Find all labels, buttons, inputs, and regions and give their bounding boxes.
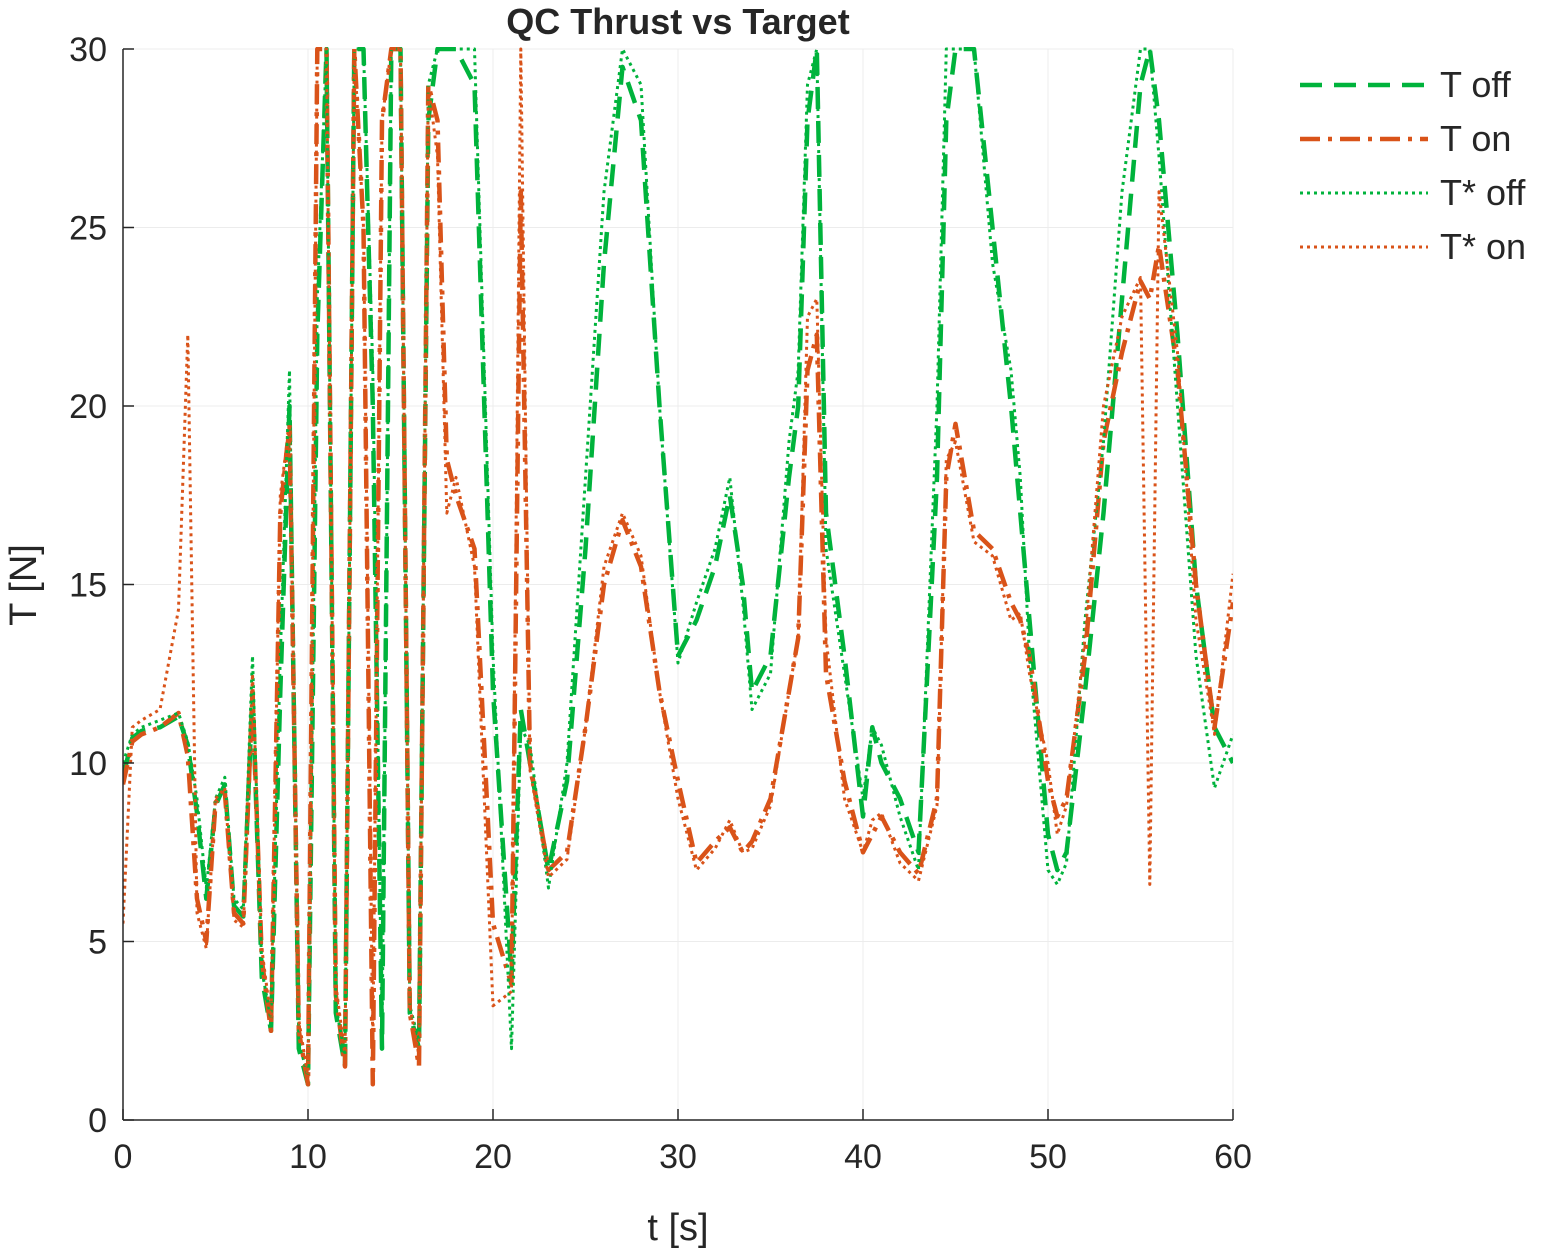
- y-tick-label: 15: [69, 567, 107, 605]
- legend-label-1: T off: [1440, 64, 1512, 105]
- series-line-4: [123, 47, 1233, 1079]
- x-axis-label: t [s]: [647, 1207, 708, 1249]
- x-tick-label: 60: [1214, 1138, 1252, 1176]
- legend-label-2: T on: [1440, 118, 1511, 159]
- x-tick-label: 30: [659, 1138, 697, 1176]
- x-tick-label: 0: [114, 1138, 133, 1176]
- y-axis-label: T [N]: [3, 544, 45, 626]
- y-tick-label: 30: [69, 31, 107, 69]
- axes-layer: 0 10 20 30 40 50 60 0 5 10 15 20 25 30: [69, 31, 1252, 1176]
- series-line-1: [123, 47, 1233, 1087]
- series-layer: [123, 47, 1233, 1087]
- y-tick-label: 0: [88, 1102, 107, 1140]
- y-tick-label: 25: [69, 210, 107, 248]
- x-tick-label: 20: [474, 1138, 512, 1176]
- legend-label-3: T* off: [1440, 172, 1526, 213]
- legend: T off T on T* off T* on: [1300, 64, 1526, 267]
- x-tick-label: 40: [844, 1138, 882, 1176]
- y-tick-label: 5: [88, 924, 107, 962]
- x-tick-label: 50: [1029, 1138, 1067, 1176]
- legend-label-4: T* on: [1440, 226, 1526, 267]
- grid-layer: [122, 48, 1234, 1121]
- series-line-2: [123, 47, 1233, 1087]
- y-tick-label: 10: [69, 745, 107, 783]
- chart-title: QC Thrust vs Target: [506, 1, 849, 42]
- series-line-3: [123, 47, 1233, 1079]
- x-tick-label: 10: [289, 1138, 327, 1176]
- y-tick-label: 20: [69, 388, 107, 426]
